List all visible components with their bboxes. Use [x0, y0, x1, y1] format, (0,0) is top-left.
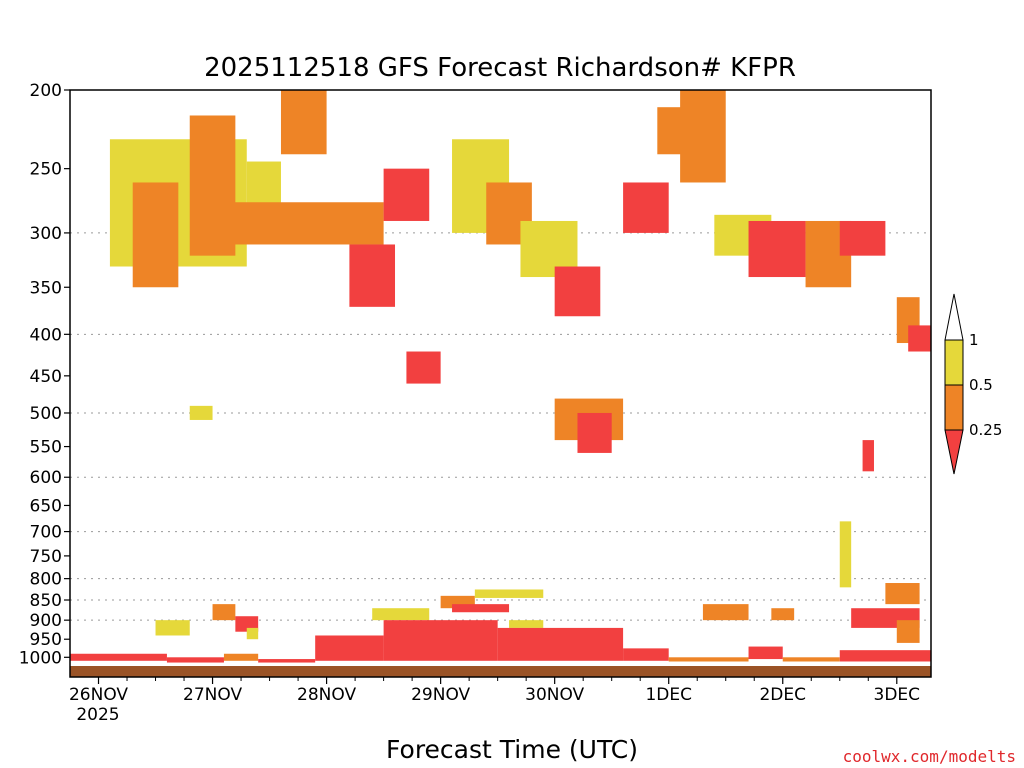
colorbar-label-3: 0.25: [969, 421, 1002, 439]
ri-cell: [246, 627, 259, 640]
ri-cell: [577, 412, 612, 453]
x-axis: 26NOV 27NOV 28NOV 29NOV 30NOV 1DEC 2DEC 3DEC: [69, 677, 920, 705]
y-tick-label: 750: [30, 547, 62, 567]
colorbar-bin-mid: [944, 384, 964, 431]
ri-surface-cell: [223, 653, 259, 661]
x-tick-label: 27NOV: [183, 685, 242, 705]
y-tick-label: 1000: [19, 648, 62, 668]
ri-cell: [680, 90, 726, 183]
y-tick-label: 900: [30, 611, 62, 631]
ri-cell: [896, 620, 920, 643]
x-tick-label: 30NOV: [525, 685, 584, 705]
y-tick-label: 650: [30, 496, 62, 516]
ri-cell: [235, 616, 259, 632]
x-tick-label: 28NOV: [297, 685, 356, 705]
plot-frame: [69, 89, 932, 678]
ri-cell: [212, 604, 236, 621]
colorbar-bin-high: [944, 339, 964, 386]
x-axis-label: Forecast Time (UTC): [386, 735, 638, 764]
y-tick-label: 850: [30, 591, 62, 611]
colorbar: 1 0.5 0.25: [944, 293, 1002, 475]
ri-surface-cell: [258, 659, 316, 663]
ri-cell: [509, 620, 544, 628]
y-tick-label: 550: [30, 438, 62, 458]
y-tick-label: 700: [30, 523, 62, 543]
credit-text: coolwx.com/modelts: [843, 747, 1016, 766]
ri-cell: [862, 440, 874, 472]
ri-cell: [189, 405, 213, 420]
ri-cell: [839, 521, 852, 588]
x-tick-label: 2DEC: [759, 685, 806, 705]
colorbar-label-1: 1: [969, 331, 979, 349]
y-tick-label: 400: [30, 325, 62, 345]
ri-cell: [212, 202, 384, 245]
ri-cell: [839, 220, 886, 256]
ri-cell: [383, 168, 430, 221]
y-tick-label: 200: [30, 81, 62, 101]
y-tick-label: 300: [30, 224, 62, 244]
y-tick-label: 600: [30, 468, 62, 488]
ri-cell: [372, 608, 430, 621]
ri-cell: [554, 266, 601, 317]
colorbar-over-triangle: [944, 293, 964, 341]
ri-surface-cell: [623, 648, 669, 661]
chart-title: 2025112518 GFS Forecast Richardson# KFPR: [204, 53, 796, 83]
x-tick-label: 3DEC: [874, 685, 921, 705]
y-tick-label: 500: [30, 404, 62, 424]
ri-surface-cell: [383, 620, 498, 661]
x-tick-label: 29NOV: [411, 685, 470, 705]
colorbar-label-2: 0.5: [969, 376, 993, 394]
ri-cell: [771, 608, 795, 621]
ri-cell: [748, 220, 806, 278]
colorbar-under-triangle: [944, 429, 964, 475]
ri-surface-cell: [497, 627, 624, 661]
ri-surface-cell: [839, 650, 931, 662]
ri-cell: [349, 244, 396, 307]
ri-cell: [452, 604, 510, 613]
ri-surface-cell: [782, 657, 840, 662]
y-axis: 200 250 300 350 400 450 500 550 600 650 700 750 8008…: [19, 81, 70, 668]
ri-cell: [623, 182, 669, 233]
ri-cell: [908, 325, 931, 352]
x-tick-label: 1DEC: [645, 685, 692, 705]
ri-cell: [155, 620, 190, 636]
ri-cell: [132, 182, 179, 288]
y-tick-label: 800: [30, 570, 62, 590]
ri-cell: [406, 351, 441, 384]
ri-surface-cell: [668, 657, 749, 662]
y-tick-label: 450: [30, 367, 62, 387]
data-cells: [70, 90, 931, 663]
ri-surface-cell: [166, 657, 224, 663]
ri-cell: [885, 583, 920, 605]
ground-band: [70, 666, 931, 677]
y-tick-label: 350: [30, 278, 62, 298]
ri-surface-cell: [70, 653, 167, 661]
y-tick-label: 250: [30, 160, 62, 180]
y-tick-label: 950: [30, 630, 62, 650]
x-tick-label: 26NOV: [69, 685, 128, 705]
ri-surface-cell: [315, 635, 384, 661]
x-year-label: 2025: [76, 705, 119, 725]
ri-cell: [702, 604, 749, 621]
ri-cell: [280, 90, 327, 155]
ri-surface-cell: [748, 646, 783, 660]
ri-cell: [474, 589, 544, 598]
